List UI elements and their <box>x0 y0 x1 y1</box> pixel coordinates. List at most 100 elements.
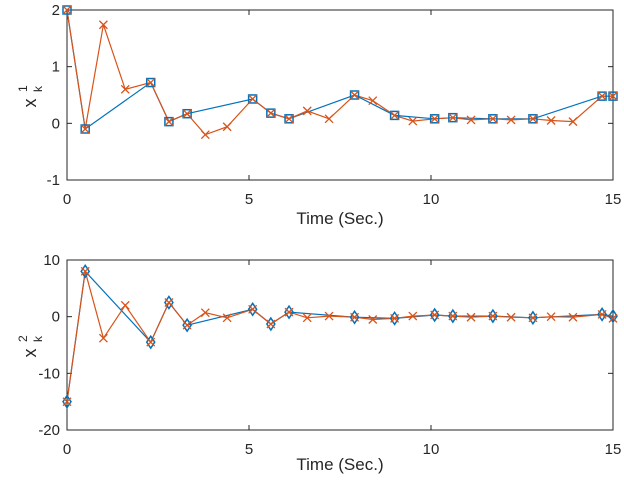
data-point-x <box>182 320 192 330</box>
data-point-square <box>608 91 618 101</box>
data-point-x <box>350 90 360 100</box>
data-point-square <box>145 77 156 88</box>
y-label-sup: 2 <box>16 335 30 342</box>
data-point-x <box>488 114 498 124</box>
data-point-x <box>430 114 440 124</box>
data-point-x <box>488 311 498 321</box>
data-point-x <box>528 114 538 124</box>
data-point-square <box>389 110 400 121</box>
data-point-square <box>182 108 192 119</box>
data-point-x <box>466 312 476 322</box>
data-point-x <box>324 114 334 124</box>
data-point-x <box>466 115 476 125</box>
data-point-square <box>62 5 72 15</box>
data-point-x <box>80 266 90 276</box>
y-label-sub: k <box>31 335 45 342</box>
y-tick-label: 2 <box>52 2 60 19</box>
data-point-x <box>222 122 232 132</box>
data-point-x <box>568 117 578 127</box>
x-axis-label: Time (Sec.) <box>296 455 383 474</box>
plot-area <box>67 269 613 402</box>
y-tick-label: 0 <box>52 309 60 326</box>
data-point-x <box>506 312 516 322</box>
data-point-x <box>368 96 378 106</box>
data-point-square <box>266 108 276 118</box>
data-point-x <box>302 106 312 116</box>
data-point-square <box>448 112 458 123</box>
data-point-square <box>349 90 360 100</box>
data-point-x <box>222 313 232 323</box>
x-tick-label: 5 <box>245 191 253 208</box>
y-tick-label: -20 <box>38 422 60 439</box>
y-label-main: x <box>20 99 40 108</box>
y-label-main: x <box>20 349 40 358</box>
data-point-x <box>120 84 130 94</box>
data-point-x <box>448 311 458 321</box>
series-line-x2-estimate <box>67 271 613 402</box>
data-point-x <box>350 312 360 322</box>
data-point-square <box>429 114 440 124</box>
axes-box <box>66 259 614 431</box>
data-point-x <box>430 310 440 320</box>
data-point-x <box>98 333 108 343</box>
y-tick-label: 1 <box>52 59 60 76</box>
y-label-sup: 1 <box>16 85 30 92</box>
series-line-x1-estimate <box>67 10 613 136</box>
data-point-x <box>608 313 618 323</box>
data-point-x <box>200 130 210 140</box>
x-tick-label: 0 <box>63 441 71 458</box>
data-point-x <box>182 109 192 119</box>
data-point-x <box>164 298 174 307</box>
data-point-square <box>164 116 174 127</box>
data-point-x <box>528 313 538 323</box>
x-tick-label: 10 <box>423 191 440 208</box>
data-point-x <box>62 5 72 15</box>
y-axis-label: xk2 <box>16 335 45 358</box>
data-point-x <box>62 397 72 407</box>
data-point-square <box>528 114 538 124</box>
x-tick-label: 15 <box>605 191 622 208</box>
data-point-x <box>597 309 607 319</box>
data-point-x <box>164 117 174 127</box>
y-tick-label: -10 <box>38 365 60 382</box>
x-axis-label: Time (Sec.) <box>296 209 383 228</box>
data-point-x <box>546 312 556 322</box>
data-point-x <box>390 313 400 323</box>
panel-bottom: 0 5 10 15 -20 -10 0 10 Time (Sec.) xk2 <box>16 252 621 474</box>
data-point-x <box>146 337 156 347</box>
data-point-square <box>488 114 498 124</box>
data-point-square <box>247 94 258 104</box>
data-point-square <box>284 114 294 124</box>
data-point-square <box>597 91 607 101</box>
x-tick-label: 5 <box>245 441 253 458</box>
data-point-x <box>284 307 294 317</box>
data-point-x <box>266 108 276 118</box>
data-point-x <box>80 124 90 134</box>
data-point-x <box>597 91 607 101</box>
data-point-x <box>302 313 312 323</box>
data-point-x <box>284 114 294 124</box>
data-point-x <box>408 116 418 126</box>
data-point-x <box>248 304 258 314</box>
data-point-x <box>248 94 258 104</box>
data-point-square <box>80 124 90 134</box>
y-label-sub: k <box>31 85 45 92</box>
y-tick-label: 10 <box>43 252 60 269</box>
data-point-x <box>390 110 400 120</box>
data-point-x <box>546 116 556 125</box>
data-point-x <box>448 113 458 123</box>
data-point-x <box>408 311 418 321</box>
y-axis-label: xk1 <box>16 85 45 108</box>
data-point-x <box>368 315 378 324</box>
x-tick-label: 10 <box>423 441 440 458</box>
y-tick-label: 0 <box>52 115 60 132</box>
data-point-x <box>506 115 516 125</box>
data-point-x <box>98 20 108 30</box>
data-point-diamond <box>608 308 618 324</box>
data-point-x <box>324 311 334 321</box>
axes-box <box>66 9 614 181</box>
data-point-x <box>200 308 210 318</box>
x-tick-label: 15 <box>605 441 622 458</box>
y-tick-label: -1 <box>47 172 60 189</box>
